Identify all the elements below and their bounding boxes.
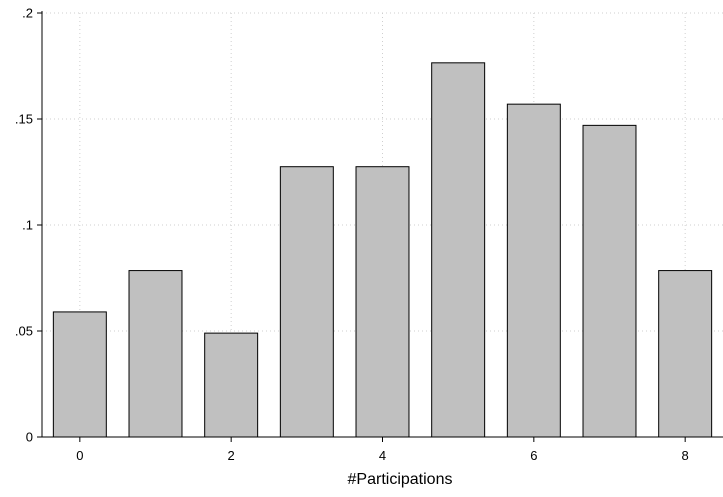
y-tick-label: .05 — [15, 324, 33, 339]
y-tick-label: .1 — [22, 218, 33, 233]
bar-3 — [279, 166, 334, 438]
bar-7 — [582, 124, 637, 438]
y-tick-label: 0 — [26, 430, 33, 445]
x-tick-label: 6 — [530, 448, 537, 463]
bar-4 — [355, 166, 410, 438]
bar-2 — [204, 332, 259, 438]
y-tick-label: .15 — [15, 112, 33, 127]
x-axis-title: #Participations — [348, 471, 453, 488]
x-tick-label: 4 — [379, 448, 386, 463]
axes — [37, 11, 723, 442]
x-tick-label: 8 — [682, 448, 689, 463]
bars — [52, 62, 713, 438]
x-tick-label: 0 — [76, 448, 83, 463]
y-tick-label: .2 — [22, 6, 33, 21]
tick-labels: 0 .05 .1 .15 .2 0 2 4 6 8 — [15, 6, 689, 464]
bar-1 — [128, 270, 183, 438]
x-tick-label: 2 — [228, 448, 235, 463]
bar-6 — [506, 103, 561, 438]
bar-8 — [658, 270, 713, 438]
bar-0 — [52, 311, 107, 438]
bar-5 — [431, 62, 486, 438]
